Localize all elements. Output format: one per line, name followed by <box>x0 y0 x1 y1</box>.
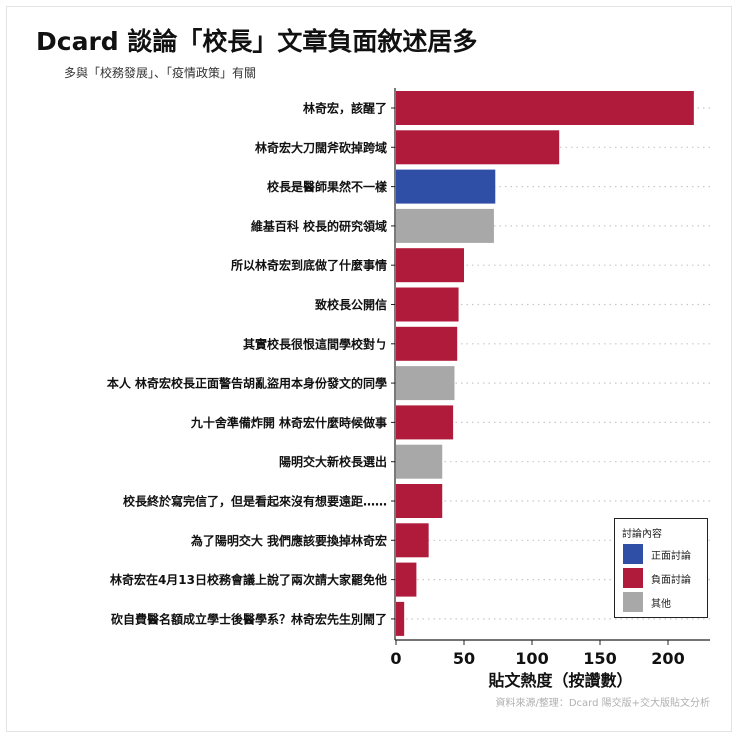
bar <box>396 130 560 165</box>
y-tick-label: 致校長公開信 <box>315 297 387 312</box>
bar <box>396 169 496 204</box>
legend-item-other: 其他 <box>623 591 671 613</box>
x-tick-label: 200 <box>651 649 684 668</box>
y-tick-label: 林奇宏大刀闊斧砍掉跨域 <box>255 140 387 155</box>
x-tick-label: 0 <box>390 649 401 668</box>
y-tick-label: 維基百科 校長的研究領域 <box>251 218 387 233</box>
legend-swatch-other <box>623 592 643 612</box>
y-tick-label: 為了陽明交大 我們應該要換掉林奇宏 <box>191 533 387 548</box>
y-tick-label: 林奇宏，該醒了 <box>303 101 387 116</box>
x-axis-title: 貼文熱度（按讚數） <box>488 671 632 690</box>
bar <box>396 601 405 636</box>
legend-swatch-positive <box>623 544 643 564</box>
legend-label-negative: 負面討論 <box>651 574 691 586</box>
x-tick-label: 50 <box>453 649 475 668</box>
chart-frame <box>6 6 732 732</box>
bar <box>396 562 417 597</box>
y-tick-label: 本人 林奇宏校長正面警告胡亂盜用本身份發文的同學 <box>107 376 387 391</box>
bar <box>396 208 494 243</box>
x-tick-label: 150 <box>583 649 616 668</box>
legend-label-positive: 正面討論 <box>651 550 691 562</box>
bar <box>396 91 694 125</box>
legend-item-negative: 負面討論 <box>623 567 691 589</box>
chart-title: Dcard 談論「校長」文章負面敘述居多 <box>36 27 478 56</box>
y-tick-label: 林奇宏在4月13日校務會議上說了兩次請大家罷免他 <box>110 572 387 587</box>
source-caption: 資料來源/整理：Dcard 陽交版+交大版貼文分析 <box>495 698 710 709</box>
y-tick-label: 砍自費醫名額成立學士後醫學系？林奇宏先生別鬧了 <box>111 611 387 626</box>
legend-label-other: 其他 <box>651 598 671 610</box>
bar <box>396 405 454 440</box>
bar <box>396 248 464 283</box>
bar <box>396 287 459 322</box>
legend: 討論內容 正面討論 負面討論 其他 <box>614 518 708 618</box>
chart-subtitle: 多與「校務發展」、「疫情政策」有關 <box>64 66 257 80</box>
bar <box>396 484 443 518</box>
legend-item-positive: 正面討論 <box>623 543 691 565</box>
y-tick-label: 校長是醫師果然不一樣 <box>267 179 388 194</box>
y-tick-label: 九十舍準備炸開 林奇宏什麼時候做事 <box>190 415 387 430</box>
x-tick-label: 100 <box>515 649 548 668</box>
y-tick-label: 校長終於寫完信了，但是看起來沒有想要遠距…… <box>123 494 387 509</box>
bar <box>396 326 458 361</box>
legend-swatch-negative <box>623 568 643 588</box>
legend-title: 討論內容 <box>622 529 662 540</box>
y-tick-label: 陽明交大新校長選出 <box>279 454 387 469</box>
bar <box>396 444 443 479</box>
bar <box>396 523 429 558</box>
bar <box>396 366 455 401</box>
y-tick-label: 其實校長很恨這間學校對ㄅ <box>243 336 387 351</box>
y-tick-label: 所以林奇宏到底做了什麼事情 <box>231 258 387 273</box>
